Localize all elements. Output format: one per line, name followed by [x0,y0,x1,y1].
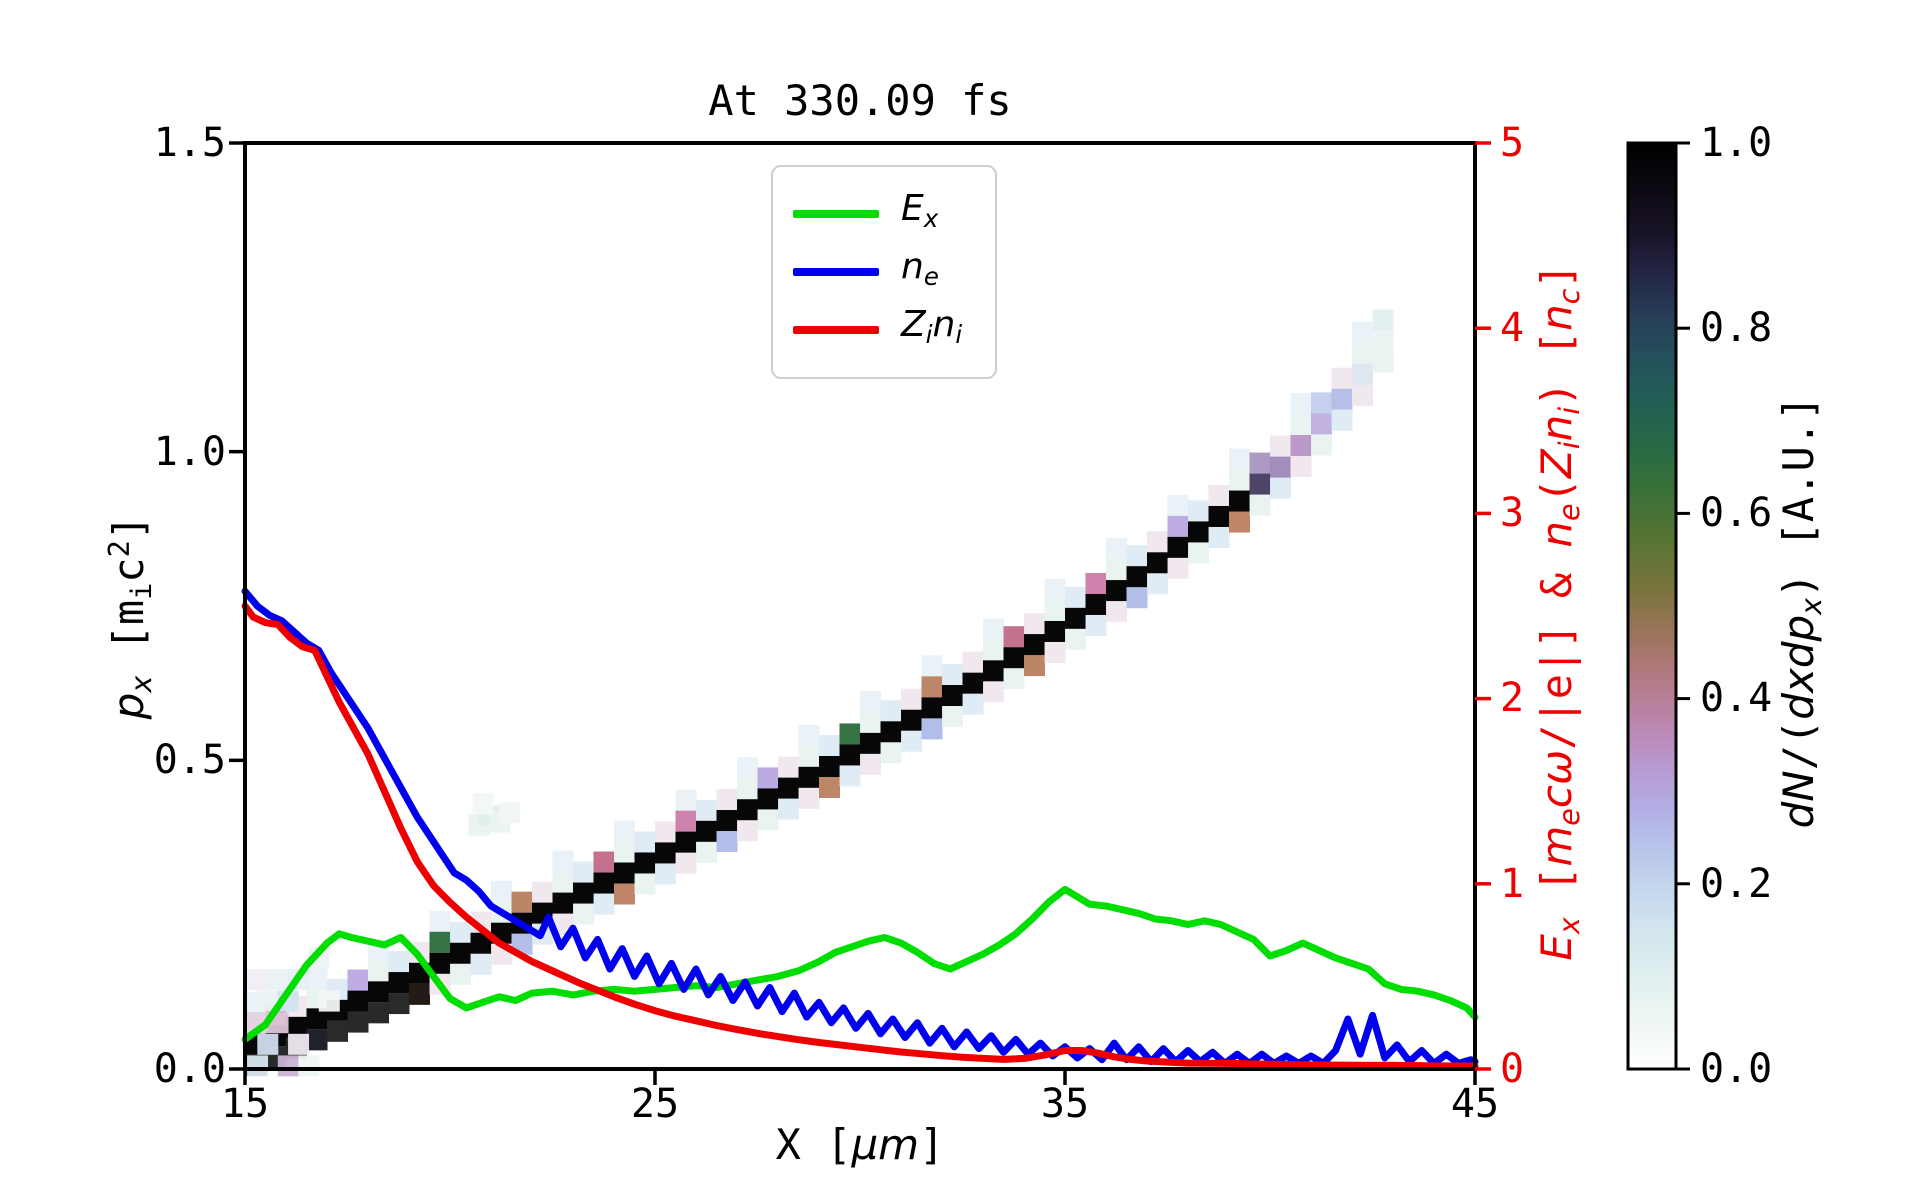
colorbar-tick-label: 0.8 [1700,305,1773,351]
colorbar-label: dN/(dxdpx) [A.U.] [1774,395,1828,829]
legend-item-ex: Ex [793,185,995,243]
y-right-tick-label: 4 [1500,305,1525,351]
colorbar-tick-label: 0.6 [1700,490,1773,536]
y-left-axis-label: px [mic2] [101,514,159,720]
legend-label-ex: Ex [901,188,939,233]
x-tick-label: 45 [1450,1081,1500,1127]
y-left-tick-label: 1.5 [153,120,226,166]
legend-line-zini [793,326,879,334]
colorbar-tick-label: 1.0 [1700,120,1773,166]
y-left-tick-label: 0.5 [153,737,226,783]
legend-line-ex [793,210,879,218]
y-right-axis-label: Ex [mecω/|e|] & ne(Zini) [nc] [1532,263,1586,961]
x-tick-label: 15 [220,1081,270,1127]
legend-item-ne: ne [793,243,995,301]
colorbar-tick-label: 0.2 [1700,861,1773,907]
x-tick-label: 35 [1040,1081,1090,1127]
colorbar-tick-label: 0.0 [1700,1046,1773,1092]
legend: Ex ne Zini [771,165,997,379]
y-right-tick-label: 3 [1500,490,1525,536]
y-right-tick-label: 5 [1500,120,1525,166]
y-right-tick-label: 1 [1500,861,1525,907]
legend-line-ne [793,268,879,276]
legend-label-zini: Zini [901,304,963,349]
plot-title: At 330.09 fs [708,76,1012,125]
colorbar-tick-label: 0.4 [1700,675,1773,721]
legend-label-ne: ne [901,246,939,291]
legend-item-zini: Zini [793,301,995,359]
y-right-tick-label: 0 [1500,1046,1525,1092]
x-axis-label: X [μm] [775,1120,945,1169]
x-tick-label: 25 [630,1081,680,1127]
y-left-tick-label: 0.0 [153,1046,226,1092]
y-left-tick-label: 1.0 [153,429,226,475]
y-right-tick-label: 2 [1500,675,1525,721]
